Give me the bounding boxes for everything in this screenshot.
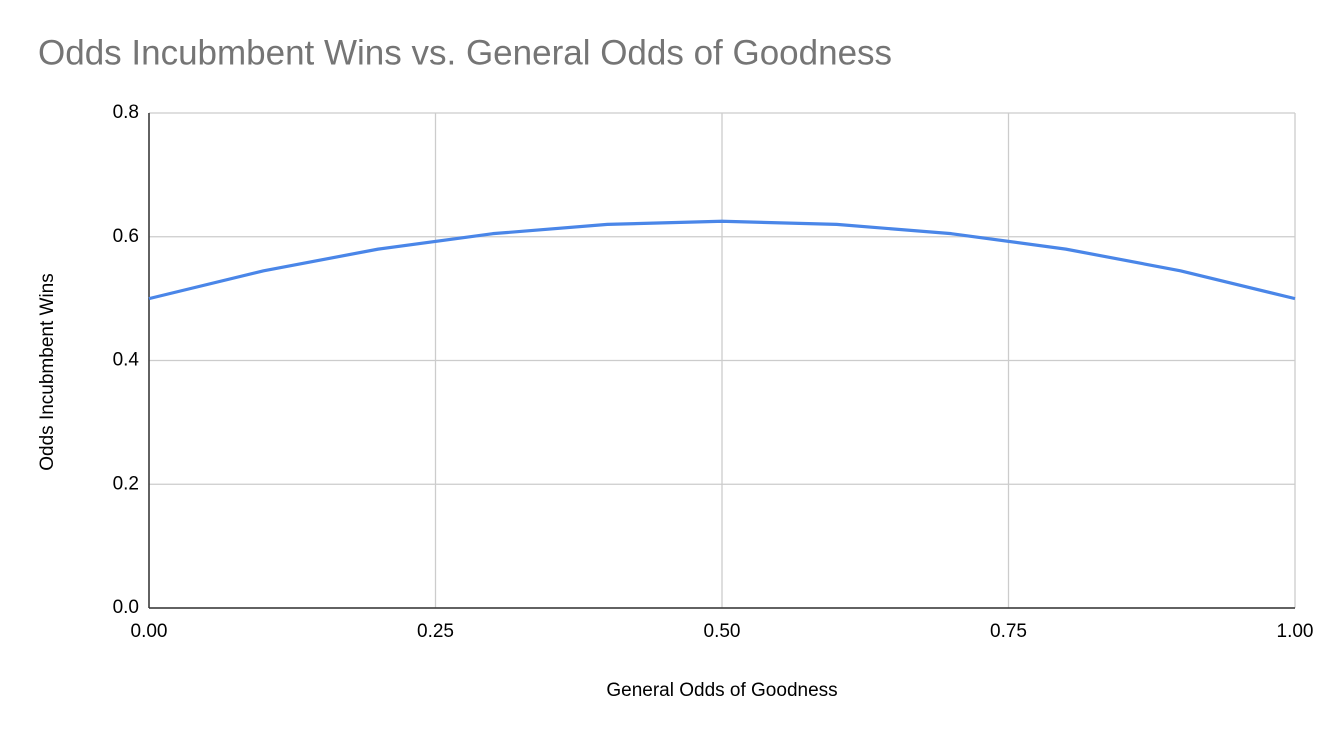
- x-tick-label: 0.25: [417, 621, 454, 642]
- chart-title: Odds Incubmbent Wins vs. General Odds of…: [38, 33, 892, 72]
- x-tick-label: 1.00: [1277, 621, 1314, 642]
- y-tick-label: 0.2: [113, 473, 139, 494]
- x-tick-label: 0.50: [704, 621, 741, 642]
- y-axis-label: Odds Incubmbent Wins: [37, 273, 58, 470]
- y-tick-label: 0.4: [113, 350, 140, 371]
- data-line: [148, 219, 1296, 301]
- x-axis-label: General Odds of Goodness: [606, 680, 837, 701]
- y-tick-label: 0.0: [113, 597, 139, 618]
- x-tick-label: 0.00: [131, 621, 168, 642]
- y-tick-label: 0.8: [113, 102, 139, 123]
- y-tick-label: 0.6: [113, 226, 139, 247]
- x-tick-label: 0.75: [990, 621, 1027, 642]
